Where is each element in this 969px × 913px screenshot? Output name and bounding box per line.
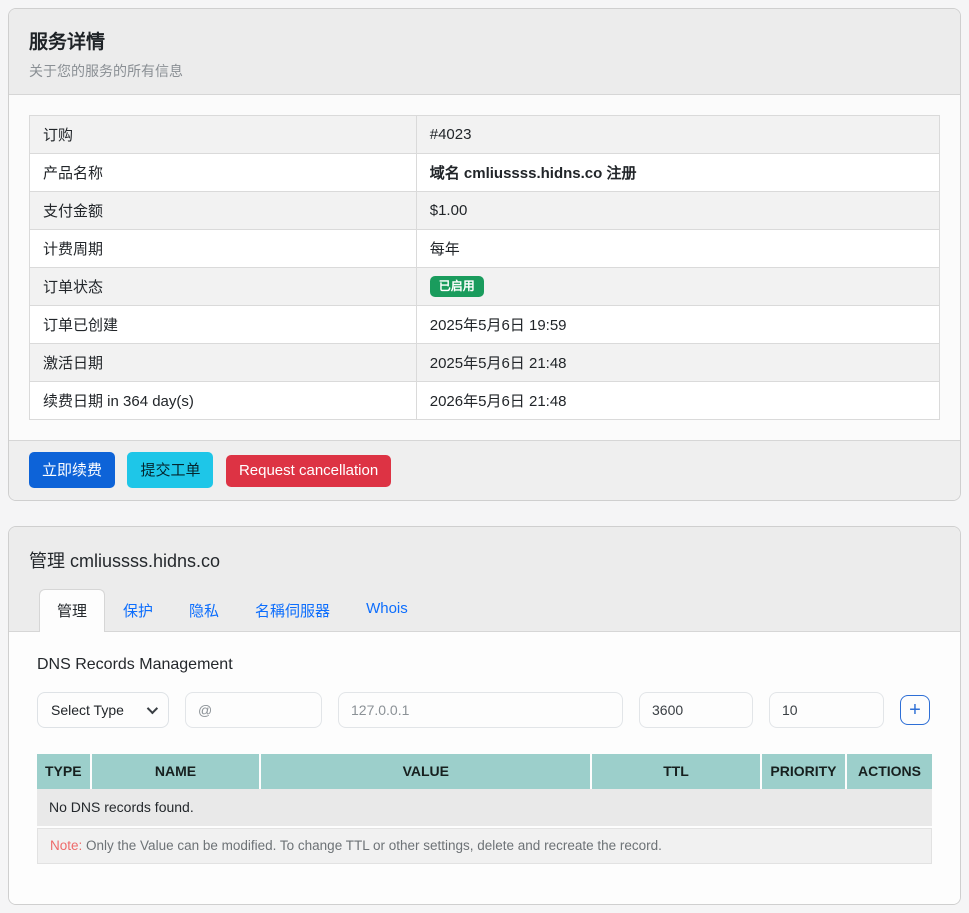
manage-domain-title: 管理 cmliussss.hidns.co [29, 551, 221, 571]
row-label: 支付金额 [29, 191, 417, 230]
tab-whois[interactable]: Whois [366, 600, 408, 617]
manage-domain-card: 管理 cmliussss.hidns.co 管理 保护 隐私 名稱伺服器 Who… [8, 526, 961, 905]
table-row: 订单状态 已启用 [29, 267, 941, 306]
record-priority-input[interactable] [769, 692, 884, 728]
chevron-down-icon [146, 702, 159, 715]
service-details-header: 服务详情 关于您的服务的所有信息 [9, 9, 960, 95]
table-row: 支付金额 $1.00 [29, 191, 941, 230]
row-label: 续费日期 in 364 day(s) [29, 381, 417, 420]
row-label: 激活日期 [29, 343, 417, 382]
table-row: 续费日期 in 364 day(s) 2026年5月6日 21:48 [29, 381, 941, 420]
tab-manage[interactable]: 管理 [39, 589, 106, 632]
empty-message: No DNS records found. [37, 789, 932, 828]
request-cancellation-button[interactable]: Request cancellation [225, 455, 392, 487]
table-row: 计费周期 每年 [29, 229, 941, 268]
dns-records-heading: DNS Records Management [37, 656, 233, 673]
submit-ticket-button[interactable]: 提交工单 [127, 452, 214, 488]
row-label: 计费周期 [29, 229, 417, 268]
page-title: 服务详情 [29, 32, 106, 53]
table-row: 订购 #4023 [29, 115, 941, 154]
row-value: 每年 [415, 229, 941, 268]
renew-now-button[interactable]: 立即续费 [29, 452, 116, 488]
tab-privacy[interactable]: 隐私 [189, 603, 220, 620]
service-details-footer: 立即续费 提交工单 Request cancellation [9, 440, 960, 500]
column-header-type: TYPE [37, 754, 92, 789]
record-value-input[interactable] [338, 692, 623, 728]
service-info-table: 订购 #4023 产品名称 域名 cmliussss.hidns.co 注册 支… [29, 115, 941, 420]
record-type-select[interactable]: Select Type [37, 692, 169, 728]
record-name-input[interactable] [185, 692, 322, 728]
column-header-actions: ACTIONS [846, 754, 932, 789]
note-label: Note: [50, 838, 83, 853]
status-badge: 已启用 [429, 276, 484, 297]
record-type-select-label: Select Type [51, 702, 124, 718]
page-subtitle: 关于您的服务的所有信息 [29, 63, 183, 79]
table-row: 订单已创建 2025年5月6日 19:59 [29, 305, 941, 344]
row-label: 订单状态 [29, 267, 417, 306]
dns-empty-row: No DNS records found. [37, 789, 932, 828]
note-text: Only the Value can be modified. To chang… [82, 838, 662, 853]
service-details-body: 订购 #4023 产品名称 域名 cmliussss.hidns.co 注册 支… [9, 95, 960, 440]
add-record-button[interactable]: + [900, 695, 930, 725]
row-value: 域名 cmliussss.hidns.co 注册 [415, 153, 941, 192]
column-header-ttl: TTL [592, 754, 762, 789]
row-label: 订购 [29, 115, 417, 154]
row-label: 订单已创建 [29, 305, 417, 344]
tab-protection[interactable]: 保护 [123, 603, 154, 620]
column-header-priority: PRIORITY [761, 754, 847, 789]
note-message: Note: Only the Value can be modified. To… [37, 828, 932, 864]
row-value: 2025年5月6日 21:48 [415, 343, 941, 382]
column-header-name: NAME [91, 754, 262, 789]
row-value: $1.00 [415, 191, 941, 230]
manage-domain-header: 管理 cmliussss.hidns.co 管理 保护 隐私 名稱伺服器 Who… [9, 527, 960, 632]
table-row: 激活日期 2025年5月6日 21:48 [29, 343, 941, 382]
service-details-card: 服务详情 关于您的服务的所有信息 订购 #4023 产品名称 域名 cmlius… [8, 8, 961, 501]
plus-icon: + [909, 699, 921, 721]
dns-note-row: Note: Only the Value can be modified. To… [37, 828, 932, 864]
row-value: 2025年5月6日 19:59 [415, 305, 941, 344]
manage-tabs: 管理 保护 隐私 名稱伺服器 Whois [29, 589, 940, 632]
row-value: #4023 [415, 115, 941, 154]
row-value: 已启用 [415, 267, 941, 306]
row-value: 2026年5月6日 21:48 [415, 381, 941, 420]
dns-add-record-form: Select Type + [37, 692, 932, 728]
table-row: 产品名称 域名 cmliussss.hidns.co 注册 [29, 153, 941, 192]
record-ttl-input[interactable] [639, 692, 753, 728]
row-label: 产品名称 [29, 153, 417, 192]
tab-nameservers[interactable]: 名稱伺服器 [255, 603, 331, 620]
dns-records-table: TYPE NAME VALUE TTL PRIORITY ACTIONS No … [37, 754, 932, 864]
column-header-value: VALUE [261, 754, 593, 789]
dns-table-header-row: TYPE NAME VALUE TTL PRIORITY ACTIONS [37, 754, 932, 789]
manage-tab-content: DNS Records Management Select Type + TYP… [9, 632, 960, 904]
